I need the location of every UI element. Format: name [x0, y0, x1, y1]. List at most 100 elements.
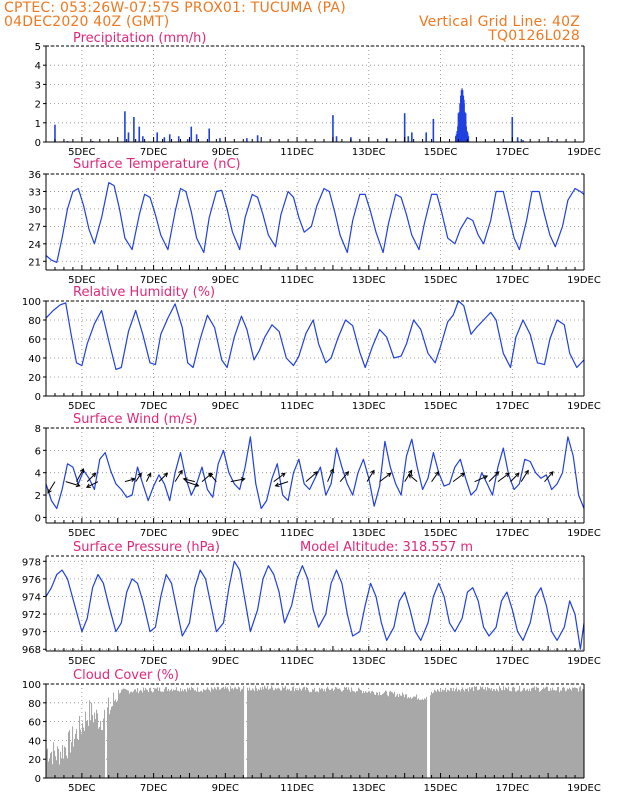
cloud-bar [285, 685, 287, 778]
cloud-bar [94, 712, 96, 778]
cloud-bar [107, 707, 109, 778]
cloud-bar [418, 698, 420, 778]
precip-bar [463, 103, 465, 142]
precip-bar [465, 126, 467, 142]
cloud-bar [191, 686, 193, 778]
cloud-bar [410, 697, 412, 778]
wind-arrowhead [524, 469, 529, 475]
cloud-bar [111, 706, 113, 778]
cloud-bar [447, 689, 449, 778]
cloud-bar [117, 700, 119, 778]
cloud-bar [523, 688, 525, 778]
cloud-bar [472, 687, 474, 778]
cloud-bar [52, 764, 54, 778]
cloud-bar [120, 692, 122, 778]
wind-arrow [452, 472, 465, 483]
cloud-bar [70, 752, 72, 778]
cloud-bar [292, 687, 294, 778]
wind-title: Surface Wind (m/s) [73, 412, 197, 427]
cloud-bar [322, 688, 324, 778]
cloud-bar [357, 691, 359, 778]
precip-bar [256, 135, 259, 142]
cloud-bar [401, 696, 403, 778]
cloud-bar [504, 690, 506, 778]
cloud-bar [398, 697, 400, 778]
wind-arrowhead [434, 470, 440, 476]
precip-bar [332, 115, 334, 142]
wind-arrow [497, 472, 510, 483]
cloud-bar [333, 690, 335, 778]
cloud-bar [465, 688, 467, 778]
precip-bar [407, 136, 410, 142]
cloud-bar [290, 690, 292, 778]
cloud-bar [352, 690, 354, 778]
wind-arrowhead [494, 471, 500, 476]
cloud-bar [442, 689, 444, 778]
cloud-bar [402, 692, 404, 778]
cloud-bar [335, 686, 337, 778]
cloud-bar [294, 691, 296, 778]
cloud-bar [551, 690, 553, 778]
cloud-bar [348, 687, 350, 778]
cloud-bar [522, 690, 524, 778]
cloud-bar [493, 688, 495, 778]
humidity-ytick-label: 0 [35, 392, 41, 403]
cloud-bar [157, 687, 159, 778]
cloud-bar [125, 689, 127, 778]
cloud-bar [195, 690, 197, 778]
cloud-bar [311, 692, 313, 778]
cloud-cover-xtick-label: 19DEC [567, 783, 601, 794]
cloud-bar [133, 691, 135, 778]
cloud-bar [555, 690, 557, 778]
cloud-bar [214, 687, 216, 778]
wind-arrow [379, 472, 392, 483]
pressure-ytick-label: 974 [22, 592, 41, 603]
cloud-bar [317, 691, 319, 778]
cloud-bar [228, 689, 230, 778]
cloud-bar [370, 693, 372, 778]
precip-bar [142, 136, 144, 142]
wind-arrowhead [47, 488, 52, 494]
temperature-xtick-label: 11DEC [280, 275, 314, 286]
cloud-bar [565, 691, 567, 778]
cloud-bar [474, 686, 476, 778]
cloud-bar [168, 688, 170, 778]
cloud-bar [350, 691, 352, 778]
cloud-bar [536, 686, 538, 778]
cloud-bar [167, 690, 169, 778]
wind-arrowhead [344, 471, 350, 476]
cloud-bar [337, 688, 339, 778]
cloud-bar [435, 690, 437, 778]
cloud-bar [454, 691, 456, 778]
cloud-bar [459, 689, 461, 778]
precip-bar [54, 124, 56, 142]
cloud-bar [346, 686, 348, 778]
cloud-bar [334, 689, 336, 778]
cloud-bar [108, 697, 110, 778]
cloud-bar [119, 693, 121, 778]
cloud-bar [124, 688, 126, 778]
precipitation-title: Precipitation (mm/h) [73, 31, 206, 46]
cloud-bar [131, 691, 133, 778]
cloud-bar [84, 730, 86, 778]
cloud-bar [132, 692, 134, 778]
wind-xtick-label: 5DEC [68, 528, 95, 539]
cloud-bar [218, 687, 220, 778]
cloud-bar [538, 687, 540, 778]
cloud-bar [76, 729, 78, 778]
cloud-bar [90, 720, 92, 778]
pressure-xtick-label: 13DEC [352, 656, 386, 667]
cloud-bar [388, 696, 390, 778]
cloud-bar [176, 687, 178, 778]
cloud-bar [345, 687, 347, 778]
cloud-bar [371, 691, 373, 778]
cloud-bar [375, 694, 377, 778]
cloud-bar [155, 688, 157, 778]
cloud-bar [416, 694, 418, 778]
precip-bar [466, 131, 468, 142]
precip-bar [462, 95, 465, 142]
cloud-bar [422, 698, 424, 778]
cloud-bar [464, 691, 466, 778]
cloud-cover-xtick-label: 7DEC [140, 783, 167, 794]
humidity-xtick-label: 7DEC [140, 401, 167, 412]
